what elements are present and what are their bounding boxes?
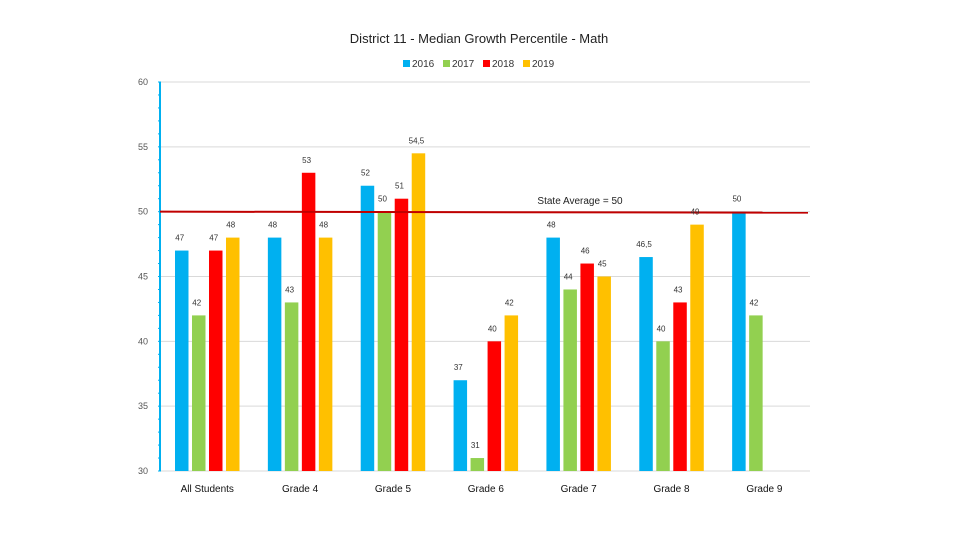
x-category-label: Grade 4: [282, 484, 319, 495]
data-label: 47: [209, 234, 218, 243]
bar-2018-grade-7: [580, 263, 594, 471]
data-label: 40: [488, 324, 497, 333]
bar-2018-grade-4: [301, 172, 316, 471]
legend-label-2019: 2019: [532, 59, 555, 70]
bar-2018-grade-8: [673, 302, 687, 471]
data-label: 50: [378, 195, 387, 204]
data-label: 31: [471, 441, 480, 450]
data-label: 43: [674, 285, 683, 294]
bar-2019-grade-7: [597, 276, 611, 471]
bar-2016-grade-4: [267, 237, 282, 471]
data-label: 50: [732, 195, 741, 204]
data-label: 42: [749, 298, 758, 307]
y-tick-label: 35: [138, 401, 148, 411]
data-label: 46,5: [636, 240, 652, 249]
data-label: 40: [657, 324, 666, 333]
legend-label-2016: 2016: [412, 59, 435, 70]
bar-2018-grade-6: [487, 341, 502, 471]
data-label: 45: [598, 260, 607, 269]
bar-2016-grade-5: [360, 185, 375, 471]
data-labels: 47 42 47 48 48 43 53 48 52 50 51 54,5 37 31 40 42 48 44 46…: [175, 136, 759, 450]
bar-2016-grade-6: [453, 380, 468, 471]
data-label: 49: [691, 208, 700, 217]
bar-2019-grade-4: [318, 237, 333, 471]
x-category-label: Grade 8: [653, 484, 690, 495]
bar-2016-grade-8: [639, 257, 653, 471]
y-tick-label: 55: [138, 142, 148, 152]
legend: 2016 2017 2018 2019: [403, 59, 555, 70]
legend-label-2017: 2017: [452, 59, 475, 70]
chart-title: District 11 - Median Growth Percentile -…: [350, 31, 608, 46]
bar-2019-grade-6: [504, 315, 519, 471]
bar-2018-grade-5: [394, 198, 409, 471]
data-label: 37: [454, 363, 463, 372]
data-label: 48: [319, 221, 328, 230]
data-label: 43: [285, 285, 294, 294]
bar-2016-grade-7: [546, 237, 560, 471]
x-category-label: Grade 7: [561, 484, 598, 495]
bar-2017-grade-6: [470, 458, 485, 471]
bar-2019-grade-5: [411, 153, 426, 472]
y-tick-label: 40: [138, 336, 148, 346]
data-label: 48: [268, 221, 277, 230]
state-average-line: [159, 210, 809, 214]
gridlines: [160, 81, 810, 472]
data-label: 42: [505, 298, 514, 307]
bar-2016-grade-9: [732, 211, 746, 471]
reference-line-label: State Average = 50: [537, 196, 623, 207]
x-axis-labels: All Students Grade 4 Grade 5 Grade 6 Grade 7…: [181, 484, 783, 495]
data-label: 48: [226, 221, 235, 230]
x-category-label: Grade 5: [375, 484, 412, 495]
bar-2017-grade-7: [563, 289, 577, 471]
bar-2017-grade-8: [656, 341, 670, 471]
data-label: 48: [547, 221, 556, 230]
reference-line-group: [159, 210, 809, 214]
bar-2017-all-students: [192, 315, 206, 471]
y-tick-label: 50: [138, 207, 148, 217]
y-tick-label: 60: [138, 77, 148, 87]
x-category-label: Grade 9: [746, 484, 783, 495]
x-category-label: All Students: [181, 484, 234, 495]
bar-2017-grade-9: [749, 315, 763, 471]
data-label: 44: [564, 272, 573, 281]
data-label: 42: [192, 298, 201, 307]
data-label: 54,5: [409, 136, 425, 145]
bar-2018-all-students: [209, 250, 223, 471]
data-label: 46: [581, 247, 590, 256]
data-label: 51: [395, 182, 404, 191]
bar-2019-all-students: [226, 237, 240, 471]
bars: [175, 153, 763, 472]
legend-swatch-2018: [483, 60, 490, 67]
y-axis: 30 35 40 45 50 55 60: [138, 77, 161, 476]
legend-swatch-2017: [443, 60, 450, 67]
bar-2019-grade-8: [690, 224, 704, 471]
data-label: 53: [302, 156, 311, 165]
legend-label-2018: 2018: [492, 59, 515, 70]
legend-swatch-2016: [403, 60, 410, 67]
data-label: 52: [361, 169, 370, 178]
bar-2017-grade-4: [284, 302, 299, 471]
legend-swatch-2019: [523, 60, 530, 67]
bar-2016-all-students: [175, 250, 189, 471]
data-label: 47: [175, 234, 184, 243]
bar-2017-grade-5: [377, 211, 392, 471]
x-category-label: Grade 6: [468, 484, 505, 495]
y-tick-label: 45: [138, 272, 148, 282]
y-tick-label: 30: [138, 466, 148, 476]
